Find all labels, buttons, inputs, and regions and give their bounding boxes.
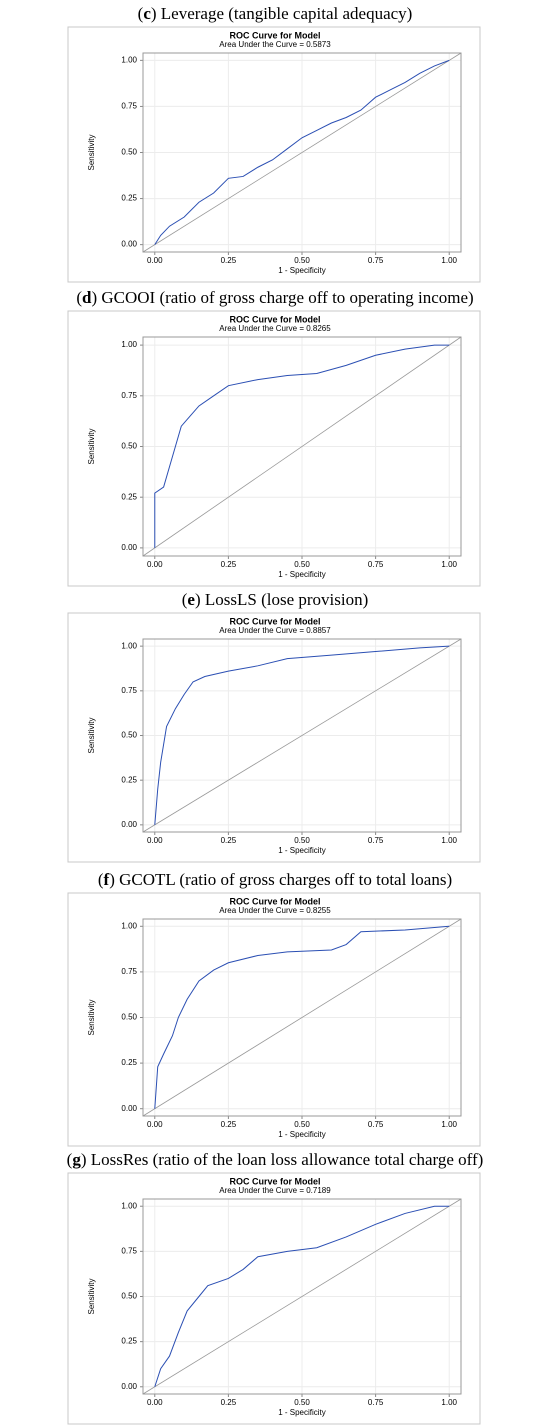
y-tick-label: 0.25 xyxy=(121,492,137,501)
y-tick-label: 0.75 xyxy=(121,1246,137,1255)
x-tick-label: 0.75 xyxy=(368,560,384,569)
reference-line xyxy=(142,52,462,253)
reference-line xyxy=(142,1198,462,1395)
x-tick-label: 0.75 xyxy=(368,1398,384,1407)
panel-caption: (f) GCOTL (ratio of gross charges off to… xyxy=(98,870,452,889)
plot-frame xyxy=(142,1198,462,1395)
panel-caption: (e) LossLS (lose provision) xyxy=(182,590,369,609)
y-axis-label: Sensitivity xyxy=(87,717,96,753)
x-tick-label: 1.00 xyxy=(441,256,457,265)
chart-title: ROC Curve for Model xyxy=(229,896,320,906)
x-tick-label: 0.25 xyxy=(221,1120,237,1129)
chart-title: ROC Curve for Model xyxy=(229,314,320,324)
chart-subtitle: Area Under the Curve = 0.5873 xyxy=(219,40,331,49)
reference-line xyxy=(142,918,462,1117)
y-tick-label: 0.25 xyxy=(121,775,137,784)
x-tick-label: 0.50 xyxy=(294,1398,310,1407)
roc-curve xyxy=(154,59,450,245)
x-tick-label: 1.00 xyxy=(441,836,457,845)
y-tick-label: 1.00 xyxy=(121,55,137,64)
x-axis-label: 1 - Specificity xyxy=(278,570,326,579)
reference-line xyxy=(142,638,462,833)
x-tick-label: 0.00 xyxy=(147,1120,163,1129)
x-tick-label: 0.00 xyxy=(147,560,163,569)
x-tick-label: 0.50 xyxy=(294,836,310,845)
x-tick-label: 0.25 xyxy=(221,256,237,265)
y-tick-label: 0.75 xyxy=(121,391,137,400)
y-tick-label: 0.00 xyxy=(121,1104,137,1113)
plot-frame xyxy=(142,52,462,253)
x-tick-label: 0.50 xyxy=(294,560,310,569)
y-tick-label: 0.25 xyxy=(121,194,137,203)
x-tick-label: 0.25 xyxy=(221,1398,237,1407)
y-tick-label: 0.75 xyxy=(121,967,137,976)
y-tick-label: 0.50 xyxy=(121,1013,137,1022)
roc-curve xyxy=(154,1205,450,1387)
y-tick-label: 0.50 xyxy=(121,442,137,451)
y-tick-label: 1.00 xyxy=(121,921,137,930)
y-tick-label: 0.25 xyxy=(121,1337,137,1346)
y-tick-label: 0.50 xyxy=(121,1292,137,1301)
y-axis-label: Sensitivity xyxy=(87,428,96,464)
y-tick-label: 1.00 xyxy=(121,1201,137,1210)
plot-frame xyxy=(142,918,462,1117)
panel-frame xyxy=(67,1172,481,1425)
x-tick-label: 0.00 xyxy=(147,256,163,265)
y-tick-label: 0.00 xyxy=(121,820,137,829)
panel-frame xyxy=(67,892,481,1147)
x-tick-label: 0.00 xyxy=(147,836,163,845)
panel-frame xyxy=(67,612,481,863)
plot-frame xyxy=(142,336,462,557)
y-tick-label: 0.25 xyxy=(121,1058,137,1067)
x-tick-label: 0.00 xyxy=(147,1398,163,1407)
y-tick-label: 0.00 xyxy=(121,543,137,552)
chart-title: ROC Curve for Model xyxy=(229,616,320,626)
y-axis-label: Sensitivity xyxy=(87,999,96,1035)
x-tick-label: 0.75 xyxy=(368,256,384,265)
x-tick-label: 0.25 xyxy=(221,560,237,569)
chart-title: ROC Curve for Model xyxy=(229,1176,320,1186)
roc-curve xyxy=(154,645,450,825)
x-axis-label: 1 - Specificity xyxy=(278,846,326,855)
y-tick-label: 0.75 xyxy=(121,686,137,695)
plot-frame xyxy=(142,638,462,833)
x-tick-label: 0.25 xyxy=(221,836,237,845)
y-tick-label: 0.50 xyxy=(121,148,137,157)
x-tick-label: 1.00 xyxy=(441,1398,457,1407)
chart-subtitle: Area Under the Curve = 0.8255 xyxy=(219,906,331,915)
y-tick-label: 0.75 xyxy=(121,102,137,111)
chart-title: ROC Curve for Model xyxy=(229,30,320,40)
panel-caption: (d) GCOOI (ratio of gross charge off to … xyxy=(76,288,473,307)
y-tick-label: 0.50 xyxy=(121,731,137,740)
x-tick-label: 0.50 xyxy=(294,1120,310,1129)
roc-curve xyxy=(154,925,450,1109)
y-tick-label: 1.00 xyxy=(121,340,137,349)
y-axis-label: Sensitivity xyxy=(87,1278,96,1314)
panel-caption: (c) Leverage (tangible capital adequacy) xyxy=(138,4,413,23)
x-tick-label: 1.00 xyxy=(441,1120,457,1129)
x-tick-label: 0.75 xyxy=(368,1120,384,1129)
chart-subtitle: Area Under the Curve = 0.7189 xyxy=(219,1186,331,1195)
panel-frame xyxy=(67,26,481,283)
x-axis-label: 1 - Specificity xyxy=(278,266,326,275)
chart-subtitle: Area Under the Curve = 0.8265 xyxy=(219,324,331,333)
panel-frame xyxy=(67,310,481,587)
x-axis-label: 1 - Specificity xyxy=(278,1130,326,1139)
chart-subtitle: Area Under the Curve = 0.8857 xyxy=(219,626,331,635)
y-axis-label: Sensitivity xyxy=(87,134,96,170)
y-tick-label: 1.00 xyxy=(121,641,137,650)
panel-caption: (g) LossRes (ratio of the loan loss allo… xyxy=(67,1150,484,1169)
y-tick-label: 0.00 xyxy=(121,1382,137,1391)
reference-line xyxy=(142,336,462,557)
x-tick-label: 0.50 xyxy=(294,256,310,265)
roc-curve xyxy=(154,344,450,548)
x-tick-label: 0.75 xyxy=(368,836,384,845)
x-axis-label: 1 - Specificity xyxy=(278,1408,326,1417)
x-tick-label: 1.00 xyxy=(441,560,457,569)
y-tick-label: 0.00 xyxy=(121,240,137,249)
